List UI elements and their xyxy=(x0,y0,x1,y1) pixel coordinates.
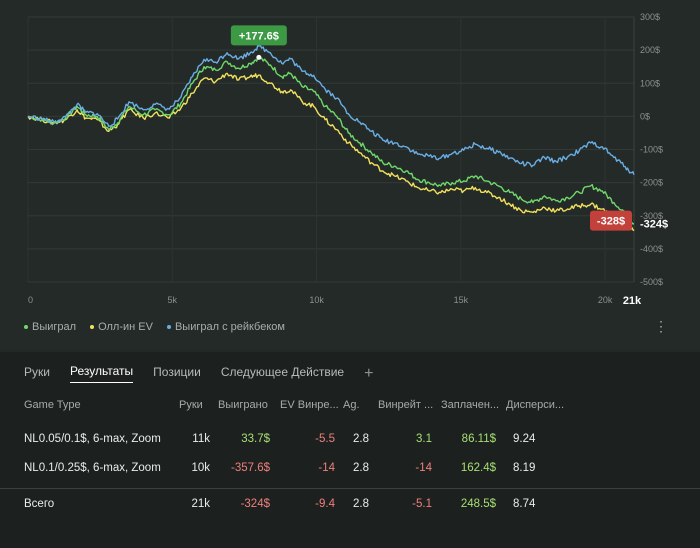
end-value-label: -324$ xyxy=(640,219,668,231)
series-line-2 xyxy=(27,44,635,175)
legend-dot xyxy=(90,325,95,329)
axes: 300$ 200$ 100$ 0$ -100$ -200$ -300$ -400$ -500$ 0… xyxy=(28,12,663,307)
cell-won: -324$ xyxy=(240,498,270,510)
table-row[interactable]: NL0.1/0.25$, 6-max, Zoom 10k -357.6$ -14… xyxy=(0,462,700,482)
header-ev-winrate[interactable]: EV Винре... xyxy=(280,399,339,411)
table-row[interactable]: NL0.05/0.1$, 6-max, Zoom 11k 33.7$ -5.5 … xyxy=(0,433,700,453)
peak-marker xyxy=(256,54,262,60)
header-paid[interactable]: Заплачен... xyxy=(441,399,499,411)
cell-hands: 21k xyxy=(191,498,210,510)
cell-ev-winrate: -5.5 xyxy=(315,433,335,445)
tab-positions[interactable]: Позиции xyxy=(153,364,201,379)
legend-dot xyxy=(166,325,171,329)
y-tick-label: -100$ xyxy=(640,145,663,155)
annotations: +177.6$ -324$ -328$ xyxy=(230,25,668,231)
legend-item-allin-ev[interactable]: Олл-ин EV xyxy=(90,321,153,333)
cell-paid: 162.4$ xyxy=(460,462,496,474)
header-game-type[interactable]: Game Type xyxy=(24,399,81,411)
x-tick-label: 0 xyxy=(28,295,33,305)
cell-total-label: Всего xyxy=(24,498,55,510)
y-tick-label: 100$ xyxy=(640,78,660,88)
total-divider xyxy=(0,488,700,489)
grid xyxy=(27,16,635,283)
table-total-row: Всего 21k -324$ -9.4 2.8 -5.1 248.5$ 8.7… xyxy=(0,498,700,518)
min-badge xyxy=(590,210,632,231)
cell-game-type: NL0.1/0.25$, 6-max, Zoom xyxy=(24,462,161,474)
peak-badge-label: +177.6$ xyxy=(239,30,279,42)
y-tick-label: -200$ xyxy=(640,178,663,188)
cell-winrate: -5.1 xyxy=(412,498,432,510)
chart-legend: Выиграл Олл-ин EV Выиграл с рейкбеком xyxy=(24,321,285,333)
tab-hands[interactable]: Руки xyxy=(24,364,50,379)
y-tick-label: 300$ xyxy=(640,12,660,22)
cell-ev-winrate: -9.4 xyxy=(315,498,335,510)
legend-item-rakeback[interactable]: Выиграл с рейкбеком xyxy=(166,321,285,333)
tab-next-action[interactable]: Следующее Действие xyxy=(220,364,345,379)
cell-winrate: -14 xyxy=(415,462,432,474)
x-tick-label: 15k xyxy=(454,295,469,305)
cell-variance: 9.24 xyxy=(513,433,536,445)
results-panel: Руки Результаты Позиции Следующее Действ… xyxy=(0,352,700,548)
results-chart: 300$ 200$ 100$ 0$ -100$ -200$ -300$ -400$ -500$ 0… xyxy=(27,12,668,307)
cell-aggression: 2.8 xyxy=(353,462,369,474)
cell-paid: 248.5$ xyxy=(460,498,496,510)
header-hands[interactable]: Руки xyxy=(179,399,203,411)
header-aggression[interactable]: Ag. xyxy=(343,399,360,411)
table-header: Game Type Руки Выиграно EV Винре... Ag. … xyxy=(0,399,700,419)
y-tick-label: -400$ xyxy=(640,244,663,254)
tab-bar: Руки Результаты Позиции Следующее Действ… xyxy=(24,364,373,383)
cell-won: -357.6$ xyxy=(230,462,270,474)
cell-hands: 10k xyxy=(191,462,210,474)
cell-hands: 11k xyxy=(192,433,210,445)
cell-game-type: NL0.05/0.1$, 6-max, Zoom xyxy=(24,433,161,445)
cell-ev-winrate: -14 xyxy=(318,462,335,474)
y-tick-label: -500$ xyxy=(640,277,663,287)
series-line-1 xyxy=(27,72,635,232)
legend-label: Выиграл xyxy=(32,321,77,333)
series-line-0 xyxy=(27,56,635,225)
chart-panel: 300$ 200$ 100$ 0$ -100$ -200$ -300$ -400$ -500$ 0… xyxy=(24,12,669,334)
y-tick-label: 200$ xyxy=(640,45,660,55)
cell-aggression: 2.8 xyxy=(353,498,369,510)
y-tick-label: 0$ xyxy=(640,111,650,121)
tab-results[interactable]: Результаты xyxy=(69,364,134,383)
legend-label: Выиграл с рейкбеком xyxy=(174,321,285,333)
legend-item-won[interactable]: Выиграл xyxy=(24,321,76,333)
legend-dot xyxy=(24,325,28,329)
more-vertical-icon[interactable]: ⋮ xyxy=(654,318,668,334)
header-winrate[interactable]: Винрейт ... xyxy=(378,399,434,411)
y-tick-label: -300$ xyxy=(640,211,663,221)
x-tick-label-last: 21k xyxy=(623,295,642,307)
add-tab-button[interactable]: + xyxy=(364,364,374,382)
cell-variance: 8.19 xyxy=(513,462,536,474)
cell-aggression: 2.8 xyxy=(353,433,369,445)
x-tick-label: 5k xyxy=(168,295,178,305)
cell-variance: 8.74 xyxy=(513,498,536,510)
cell-winrate: 3.1 xyxy=(416,433,432,445)
legend-label: Олл-ин EV xyxy=(98,321,153,333)
cell-won: 33.7$ xyxy=(241,433,270,445)
header-won[interactable]: Выиграно xyxy=(218,399,268,411)
x-tick-label: 20k xyxy=(598,295,613,305)
cell-paid: 86.11$ xyxy=(461,433,496,445)
x-tick-label: 10k xyxy=(309,295,324,305)
series xyxy=(27,44,635,232)
min-badge-label: -328$ xyxy=(597,216,625,228)
header-variance[interactable]: Дисперси... xyxy=(506,399,565,411)
peak-badge xyxy=(230,25,287,46)
